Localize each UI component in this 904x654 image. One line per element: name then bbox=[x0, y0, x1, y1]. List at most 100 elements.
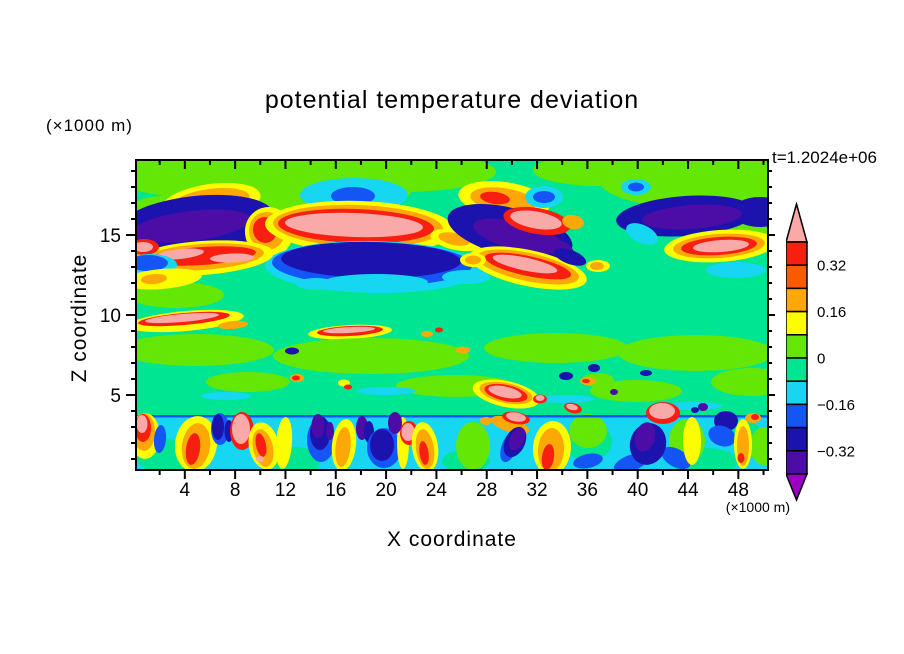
contour-region bbox=[751, 414, 759, 420]
contour-region bbox=[618, 335, 768, 371]
y-axis-units-label: (×1000 m) bbox=[46, 116, 133, 135]
contour-region bbox=[344, 384, 352, 390]
contour-region bbox=[401, 423, 415, 441]
contour-region bbox=[480, 417, 492, 425]
contour-region bbox=[488, 385, 522, 399]
contour-field bbox=[136, 160, 768, 470]
y-tick-label: 5 bbox=[110, 386, 121, 407]
contour-region bbox=[465, 255, 481, 265]
contour-region bbox=[590, 262, 604, 270]
contour-region bbox=[582, 379, 590, 383]
contour-region bbox=[256, 456, 264, 462]
contour-region bbox=[492, 254, 558, 274]
contour-region bbox=[335, 427, 351, 467]
contour-region bbox=[419, 441, 429, 465]
contour-region bbox=[421, 331, 433, 337]
colorbar-box bbox=[786, 310, 808, 336]
contour-region bbox=[296, 278, 336, 290]
contour-region bbox=[324, 274, 428, 290]
contour-region bbox=[610, 389, 618, 395]
contour-region bbox=[640, 370, 652, 376]
colorbar-box bbox=[786, 264, 808, 290]
contour-region bbox=[706, 262, 766, 278]
colorbar-label: 0.16 bbox=[817, 304, 846, 321]
x-tick-label: 8 bbox=[230, 480, 241, 501]
contour-region bbox=[642, 204, 742, 230]
colorbar-label: 0.32 bbox=[817, 258, 846, 275]
contour-region bbox=[136, 415, 768, 418]
contour-region bbox=[588, 364, 600, 372]
contour-region bbox=[435, 327, 443, 333]
time-annotation: t=1.2024e+06 bbox=[772, 148, 877, 167]
contour-region bbox=[506, 412, 526, 422]
contour-region bbox=[442, 270, 490, 284]
contour-region bbox=[750, 427, 768, 465]
contour-region bbox=[473, 218, 563, 254]
contour-region bbox=[145, 312, 219, 324]
x-tick-label: 24 bbox=[426, 480, 448, 501]
y-axis-title: Z coordinate bbox=[68, 253, 91, 383]
colorbar-box bbox=[786, 380, 808, 406]
contour-region bbox=[153, 425, 167, 453]
colorbar-label: 0 bbox=[817, 351, 825, 368]
contour-region bbox=[533, 191, 555, 203]
contour-region bbox=[510, 210, 562, 230]
contour-region bbox=[285, 212, 423, 238]
colorbar-box bbox=[786, 357, 808, 382]
contour-region bbox=[201, 392, 251, 400]
contour-region bbox=[661, 446, 691, 470]
contour-region bbox=[370, 429, 394, 461]
contour-region bbox=[535, 395, 545, 401]
contour-region bbox=[185, 433, 201, 465]
contour-region bbox=[273, 338, 469, 374]
contour-region bbox=[210, 253, 254, 263]
contour-region bbox=[212, 414, 224, 440]
x-tick-label: 28 bbox=[476, 480, 497, 501]
contour-region bbox=[326, 422, 334, 440]
contour-region bbox=[480, 191, 510, 205]
contour-region bbox=[569, 414, 607, 448]
colorbar-box bbox=[786, 403, 808, 429]
contour-region bbox=[683, 417, 701, 465]
contour-region bbox=[562, 214, 584, 230]
colorbar-label: −0.16 bbox=[817, 397, 855, 414]
x-tick-label: 36 bbox=[577, 480, 598, 501]
contour-region bbox=[281, 241, 461, 279]
contour-region bbox=[136, 242, 153, 252]
contour-region bbox=[456, 422, 490, 470]
colorbar-label: −0.32 bbox=[817, 443, 855, 460]
colorbar-box bbox=[786, 426, 808, 452]
contour-region bbox=[711, 368, 768, 396]
contour-region bbox=[206, 372, 290, 392]
x-axis-units-label: (×1000 m) bbox=[725, 499, 790, 515]
contour-region bbox=[691, 407, 699, 413]
contour-region bbox=[649, 403, 675, 419]
contour-region bbox=[698, 403, 708, 411]
contour-region bbox=[566, 403, 578, 411]
contour-region bbox=[456, 346, 470, 354]
contour-region bbox=[285, 347, 299, 355]
colorbar: 0.32 0.16 0 −0.16 −0.32 bbox=[786, 202, 855, 503]
contour-region bbox=[737, 453, 745, 463]
colorbar-box bbox=[786, 287, 808, 313]
contour-region bbox=[626, 223, 658, 245]
contour-region bbox=[156, 248, 204, 260]
y-tick-label: 15 bbox=[100, 226, 121, 247]
contour-region bbox=[541, 444, 555, 470]
x-tick-label: 12 bbox=[275, 480, 296, 501]
x-tick-label: 32 bbox=[526, 480, 547, 501]
colorbar-box bbox=[786, 241, 808, 266]
contour-region bbox=[141, 273, 167, 285]
contour-region bbox=[573, 453, 603, 469]
contour-region bbox=[275, 417, 293, 469]
colorbar-under-arrow bbox=[786, 473, 809, 503]
contour-region bbox=[136, 415, 148, 433]
contour-region bbox=[136, 334, 274, 366]
contour-region bbox=[232, 414, 250, 444]
contour-region bbox=[136, 209, 251, 243]
contour-region bbox=[331, 187, 375, 205]
contour-region bbox=[628, 182, 644, 192]
